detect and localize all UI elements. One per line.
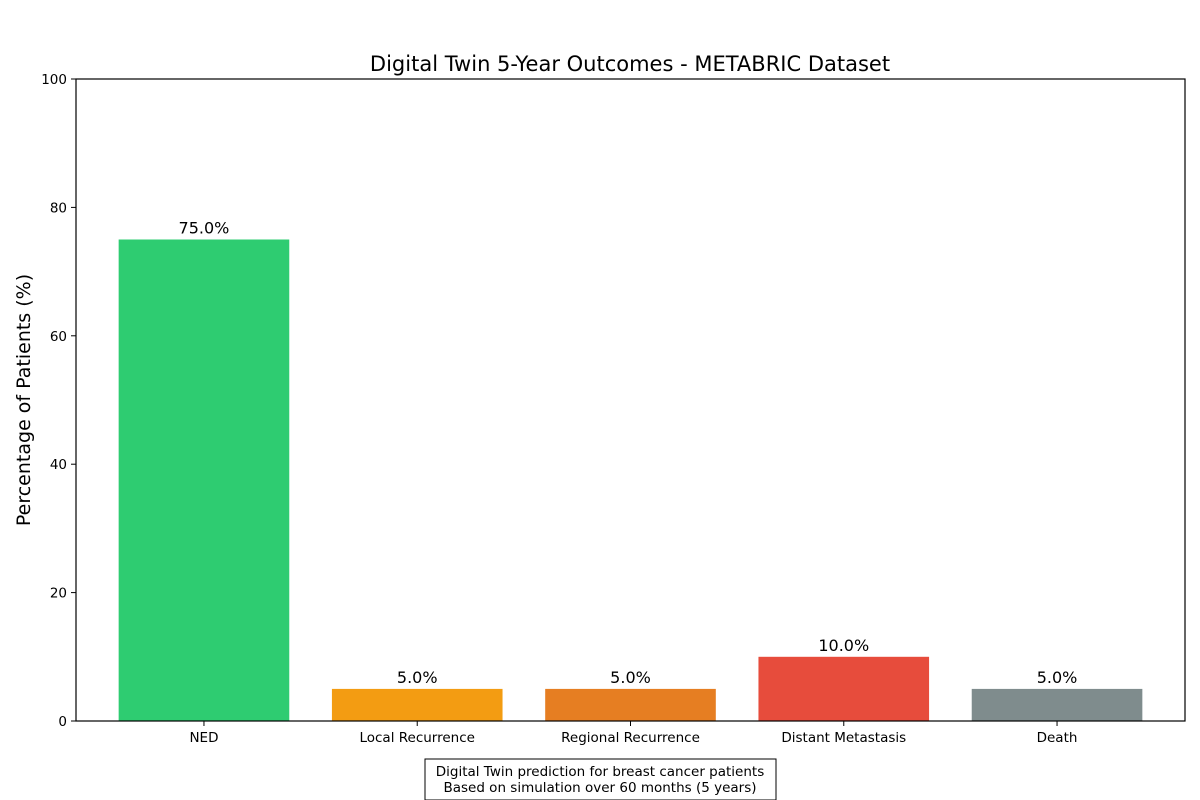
x-tick-label-local-recurrence: Local Recurrence: [359, 730, 475, 746]
x-tick-label-death: Death: [1037, 730, 1078, 746]
data-labels-group: 75.0% 5.0% 5.0% 10.0% 5.0%: [179, 219, 1078, 687]
chart-title: Digital Twin 5-Year Outcomes - METABRIC …: [370, 52, 890, 76]
y-tick-label: 40: [50, 457, 67, 473]
bar-ned: [118, 239, 290, 721]
footnote-line-1: Digital Twin prediction for breast cance…: [436, 764, 765, 780]
y-tick-label: 0: [58, 714, 67, 730]
y-tick-label: 60: [50, 329, 67, 345]
footnote-box: Digital Twin prediction for breast cance…: [424, 758, 777, 800]
data-label-ned: 75.0%: [179, 219, 230, 238]
x-tick-label-distant-metastasis: Distant Metastasis: [781, 730, 906, 746]
plot-frame: [75, 78, 1186, 722]
bar-distant-metastasis: [758, 656, 930, 721]
data-label-distant-metastasis: 10.0%: [818, 636, 869, 655]
data-label-regional-recurrence: 5.0%: [610, 668, 651, 687]
y-ticks-group: 0 20 40 60 80 100: [41, 72, 76, 730]
y-tick-label: 20: [50, 586, 67, 602]
bar-death: [971, 688, 1143, 721]
y-tick-label: 80: [50, 200, 67, 216]
x-ticks-group: NED Local Recurrence Regional Recurrence Di…: [189, 721, 1077, 746]
data-label-local-recurrence: 5.0%: [397, 668, 438, 687]
bars-group: [118, 239, 1143, 721]
y-tick-label: 100: [41, 72, 67, 88]
footnote-frame: [424, 758, 777, 800]
bar-regional-recurrence: [545, 688, 716, 721]
data-label-death: 5.0%: [1037, 668, 1078, 687]
bar-local-recurrence: [331, 688, 503, 721]
x-tick-label-ned: NED: [189, 730, 218, 746]
x-tick-label-regional-recurrence: Regional Recurrence: [561, 730, 700, 746]
y-axis-label: Percentage of Patients (%): [13, 274, 35, 526]
footnote-line-2: Based on simulation over 60 months (5 ye…: [443, 780, 756, 796]
